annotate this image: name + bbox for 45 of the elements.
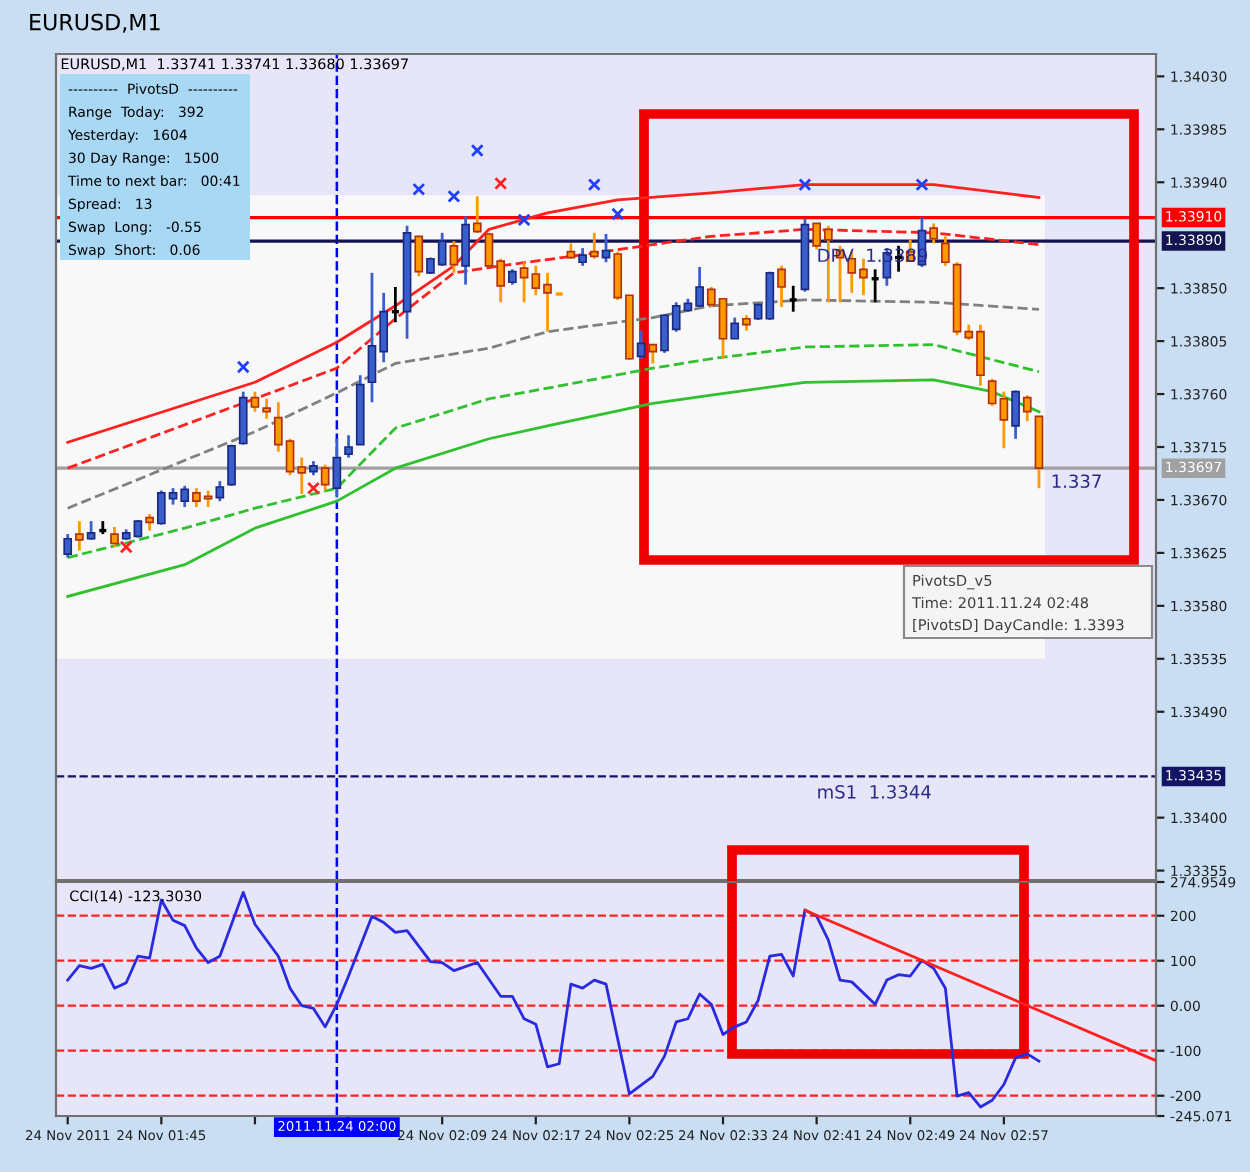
point — [915, 178, 929, 192]
line-series — [66, 183, 1041, 444]
annotation: mS1 1.3344 — [818, 785, 931, 799]
candlestick — [390, 285, 401, 324]
candlestick — [414, 234, 424, 278]
point — [611, 207, 625, 221]
candlestick — [110, 525, 119, 549]
point — [587, 178, 601, 192]
candlestick — [227, 443, 236, 488]
line-series — [66, 890, 1041, 1109]
candlestick — [449, 239, 459, 275]
line-series — [66, 378, 1041, 598]
candlestick — [648, 343, 658, 365]
point — [517, 213, 531, 227]
line-series — [66, 343, 1041, 559]
point — [494, 176, 508, 191]
candlestick — [730, 316, 740, 341]
candlestick — [941, 234, 950, 268]
candlestick — [344, 433, 353, 459]
candlestick — [1011, 389, 1020, 441]
point — [447, 189, 461, 203]
point — [798, 178, 812, 192]
candlestick — [589, 231, 599, 261]
annotation: 1.337 — [1052, 474, 1101, 489]
point — [119, 540, 133, 554]
candlestick — [86, 519, 96, 542]
chart-title: EURUSD,M1 — [30, 13, 160, 33]
point — [412, 182, 426, 196]
candlestick — [215, 479, 225, 503]
candlestick — [461, 214, 470, 287]
candlestick — [929, 222, 939, 245]
candlestick — [636, 329, 646, 361]
candlestick — [320, 463, 330, 492]
candlestick — [63, 532, 73, 559]
candlestick — [472, 194, 482, 235]
candlestick — [777, 264, 786, 309]
point — [306, 481, 321, 495]
candlestick — [75, 519, 84, 552]
point — [470, 143, 484, 158]
candlestick — [788, 284, 799, 314]
candlestick — [332, 437, 342, 499]
candlestick — [238, 390, 248, 447]
line-series — [66, 298, 1041, 510]
point — [236, 360, 250, 374]
candlestick — [1022, 393, 1032, 423]
